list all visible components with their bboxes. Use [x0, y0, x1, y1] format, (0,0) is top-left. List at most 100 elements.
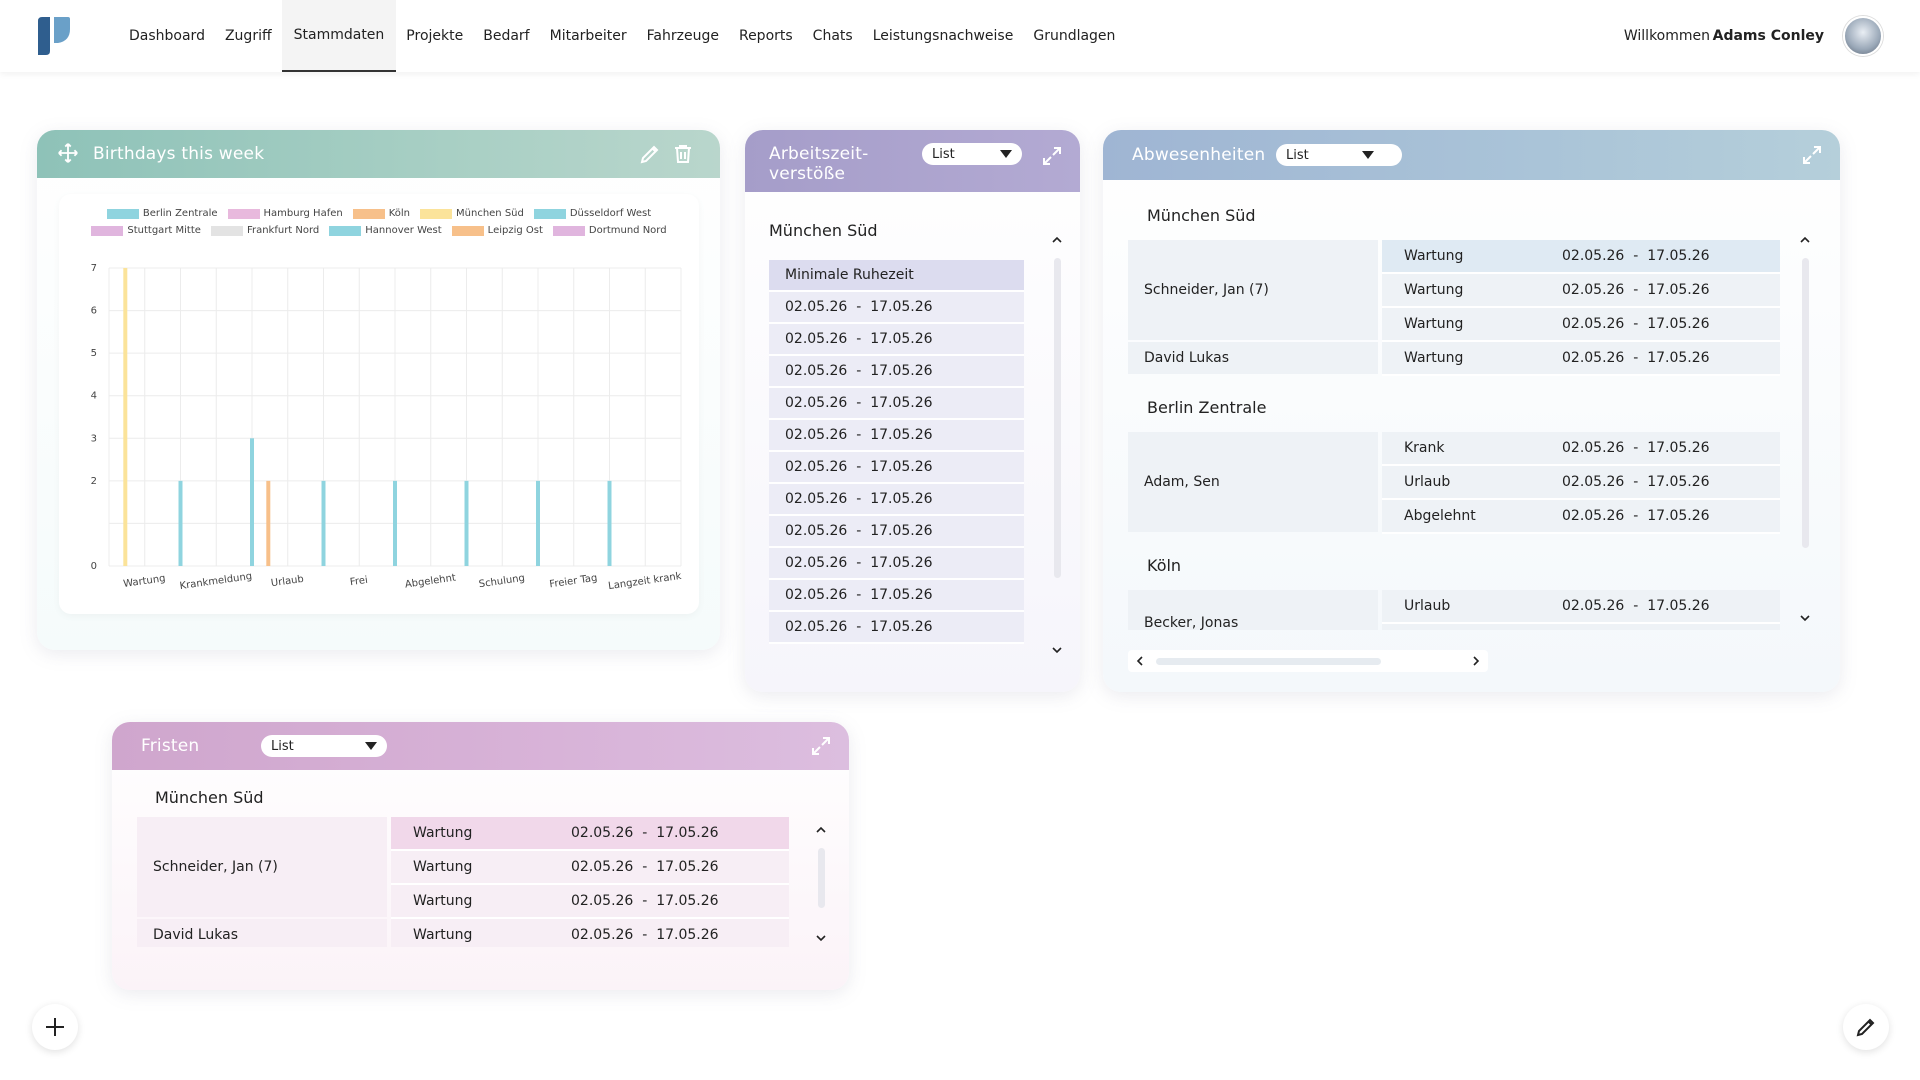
trash-icon[interactable] — [671, 142, 695, 166]
violations-list[interactable]: Minimale Ruhezeit 02.05.26 - 17.05.26 02.0… — [769, 260, 1024, 670]
list-item[interactable]: 02.05.26 - 17.05.26 — [769, 484, 1024, 516]
entry-dates: 02.05.26 - 17.05.26 — [1562, 598, 1710, 614]
scrollbar-thumb[interactable] — [1156, 658, 1381, 665]
list-item[interactable]: 02.05.26 - 17.05.26 — [769, 356, 1024, 388]
nav-item-stammdaten[interactable]: Stammdaten — [281, 0, 397, 72]
list-item[interactable]: 02.05.26 - 17.05.26 — [769, 388, 1024, 420]
list-item[interactable]: 02.05.26 - 17.05.26 — [769, 580, 1024, 612]
legend-label: Stuttgart Mitte — [127, 225, 201, 236]
bar[interactable] — [250, 438, 254, 566]
chevron-down-icon[interactable] — [1051, 644, 1063, 656]
vertical-scrollbar[interactable] — [1796, 230, 1814, 630]
bar[interactable] — [178, 480, 183, 566]
legend-item[interactable]: Stuttgart Mitte — [91, 225, 201, 236]
pencil-icon[interactable] — [638, 142, 662, 166]
list-item[interactable]: 02.05.26 - 17.05.26 — [769, 324, 1024, 356]
legend-item[interactable]: Dortmund Nord — [552, 225, 667, 236]
table-row[interactable]: Wartung 02.05.26 - 17.05.26 — [391, 885, 789, 919]
table-row[interactable]: Abgelehnt 02.05.26 - 17.05.26 — [1382, 500, 1780, 534]
x-tick-label: Frei — [349, 575, 368, 588]
person-name[interactable]: Becker, Jonas — [1128, 590, 1378, 630]
legend-item[interactable]: Hamburg Hafen — [227, 208, 343, 219]
chevron-up-icon[interactable] — [1799, 234, 1811, 246]
nav-item-dashboard[interactable]: Dashboard — [129, 28, 205, 44]
table-row[interactable]: Wartung 02.05.26 - 17.05.26 — [1382, 240, 1780, 274]
scrollbar-thumb[interactable] — [1054, 258, 1061, 578]
expand-icon[interactable] — [1040, 144, 1064, 168]
person-name[interactable]: Adam, Sen — [1128, 432, 1378, 532]
legend-item[interactable]: Leipzig Ost — [451, 225, 543, 236]
scrollbar-thumb[interactable] — [1802, 258, 1809, 548]
table-row[interactable]: Wartung 02.05.26 - 17.05.26 — [1382, 308, 1780, 342]
table-row[interactable]: Wartung 02.05.26 - 17.05.26 — [391, 817, 789, 851]
nav-item-mitarbeiter[interactable]: Mitarbeiter — [549, 28, 627, 44]
nav-item-bedarf[interactable]: Bedarf — [483, 28, 530, 44]
bar[interactable] — [266, 480, 271, 566]
nav-item-leistungsnachweise[interactable]: Leistungsnachweise — [872, 28, 1014, 44]
chevron-up-icon[interactable] — [1051, 234, 1063, 246]
bar[interactable] — [123, 268, 128, 566]
view-select-value: List — [271, 738, 294, 754]
absences-table[interactable]: München Süd Schneider, Jan (7) Wartung 02.0… — [1128, 190, 1780, 630]
person-name[interactable]: Schneider, Jan (7) — [137, 817, 387, 917]
list-item[interactable]: 02.05.26 - 17.05.26 — [769, 516, 1024, 548]
list-item[interactable]: 02.05.26 - 17.05.26 — [769, 452, 1024, 484]
top-navigation-bar: Dashboard Zugriff Stammdaten Projekte Bedarf… — [0, 0, 1920, 72]
scrollbar-thumb[interactable] — [818, 848, 825, 908]
nav-item-reports[interactable]: Reports — [738, 28, 793, 44]
view-select[interactable]: List — [922, 143, 1022, 165]
horizontal-scrollbar[interactable] — [1128, 650, 1488, 672]
chevron-right-icon[interactable] — [1470, 655, 1482, 667]
table-row[interactable]: Wartung 02.05.26 - 17.05.26 — [391, 919, 789, 947]
add-widget-button[interactable] — [32, 1004, 78, 1050]
person-name[interactable]: David Lukas — [1128, 342, 1378, 374]
legend-item[interactable]: Düsseldorf West — [533, 208, 651, 219]
nav-item-projekte[interactable]: Projekte — [406, 28, 464, 44]
bar[interactable] — [321, 480, 326, 566]
move-icon[interactable] — [57, 142, 79, 164]
list-item[interactable]: 02.05.26 - 17.05.26 — [769, 292, 1024, 324]
expand-icon[interactable] — [809, 734, 833, 758]
nav-item-grundlagen[interactable]: Grundlagen — [1033, 28, 1116, 44]
bar[interactable] — [536, 480, 540, 566]
legend-swatch — [552, 225, 585, 236]
list-item[interactable]: 02.05.26 - 17.05.26 — [769, 420, 1024, 452]
legend-item[interactable]: Köln — [352, 208, 410, 219]
list-item[interactable]: 02.05.26 - 17.05.26 — [769, 548, 1024, 580]
nav-item-chats[interactable]: Chats — [812, 28, 853, 44]
chevron-left-icon[interactable] — [1134, 655, 1146, 667]
person-name[interactable]: David Lukas — [137, 919, 387, 947]
legend-item[interactable]: München Süd — [420, 208, 524, 219]
bar[interactable] — [607, 480, 612, 566]
bar[interactable] — [393, 480, 397, 566]
logo-icon[interactable] — [36, 15, 72, 57]
person-name[interactable]: Schneider, Jan (7) — [1128, 240, 1378, 340]
table-row[interactable]: Krank 02.05.26 - 17.05.26 — [1382, 432, 1780, 466]
view-select[interactable]: List — [261, 735, 387, 757]
table-row[interactable]: Wartung 02.05.26 - 17.05.26 — [1382, 274, 1780, 308]
chevron-up-icon[interactable] — [815, 824, 827, 836]
user-name[interactable]: Adams Conley — [1712, 28, 1824, 44]
edit-dashboard-button[interactable] — [1843, 1004, 1889, 1050]
list-item[interactable]: 02.05.26 - 17.05.26 — [769, 612, 1024, 644]
bar[interactable] — [464, 480, 469, 566]
deadlines-table[interactable]: Schneider, Jan (7) Wartung 02.05.26 - 17.0… — [137, 817, 789, 947]
chevron-down-icon[interactable] — [815, 932, 827, 944]
chevron-down-icon[interactable] — [1799, 612, 1811, 624]
legend-item[interactable]: Hannover West — [329, 225, 442, 236]
view-select[interactable]: List — [1276, 144, 1402, 166]
table-row[interactable]: Wartung 02.05.26 - 17.05.26 — [1382, 342, 1780, 376]
avatar[interactable] — [1843, 16, 1883, 56]
vertical-scrollbar[interactable] — [812, 820, 830, 950]
vertical-scrollbar[interactable] — [1048, 230, 1066, 660]
expand-icon[interactable] — [1800, 143, 1824, 167]
nav-item-zugriff[interactable]: Zugriff — [224, 28, 272, 44]
table-row[interactable]: Wartung 02.05.26 - 17.05.26 — [391, 851, 789, 885]
legend-item[interactable]: Frankfurt Nord — [210, 225, 319, 236]
nav-item-fahrzeuge[interactable]: Fahrzeuge — [646, 28, 719, 44]
entry-rows: Wartung 02.05.26 - 17.05.26 — [1382, 342, 1780, 376]
legend-item[interactable]: Berlin Zentrale — [106, 208, 218, 219]
